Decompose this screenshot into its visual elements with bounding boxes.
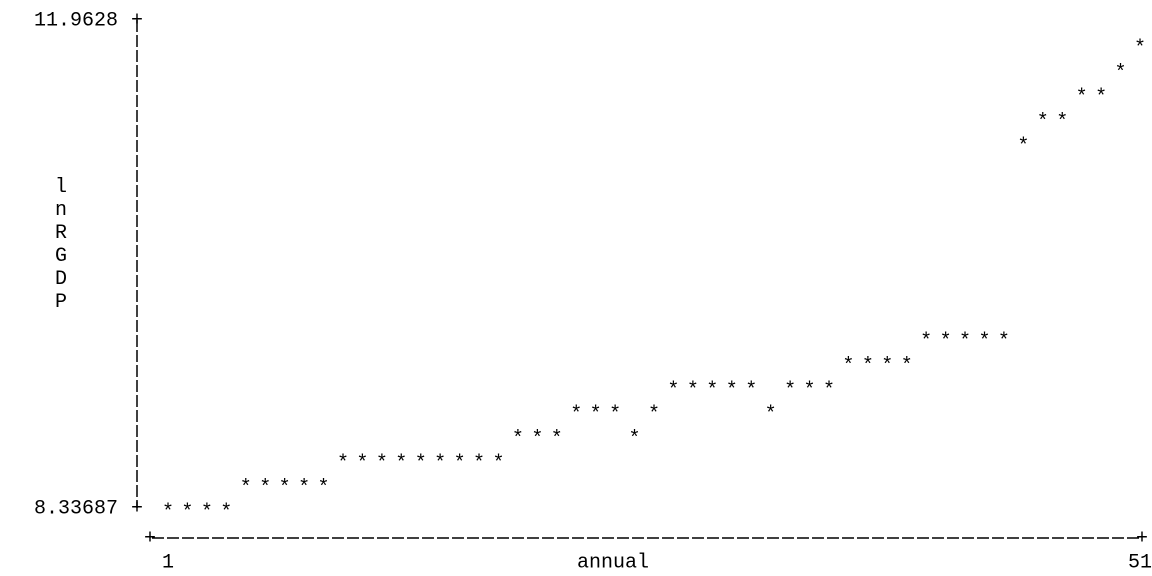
point: * bbox=[609, 404, 621, 427]
point: * bbox=[551, 428, 563, 451]
point: * bbox=[395, 452, 407, 475]
point: * bbox=[1095, 86, 1107, 109]
point: * bbox=[181, 501, 193, 524]
point: * bbox=[298, 477, 310, 500]
point: * bbox=[590, 404, 602, 427]
point: * bbox=[240, 477, 252, 500]
point: * bbox=[1017, 135, 1029, 158]
point: * bbox=[978, 330, 990, 353]
point: * bbox=[531, 428, 543, 451]
point: * bbox=[1115, 62, 1127, 85]
point: * bbox=[201, 501, 213, 524]
point: * bbox=[881, 355, 893, 378]
point: * bbox=[473, 452, 485, 475]
point: * bbox=[356, 452, 368, 475]
point: * bbox=[804, 379, 816, 402]
point: * bbox=[940, 330, 952, 353]
point: * bbox=[842, 355, 854, 378]
point: * bbox=[765, 404, 777, 427]
x-axis-label: annual bbox=[577, 551, 649, 574]
point: * bbox=[434, 452, 446, 475]
point: * bbox=[512, 428, 524, 451]
point: * bbox=[998, 330, 1010, 353]
point: * bbox=[1037, 111, 1049, 134]
point: * bbox=[570, 404, 582, 427]
point: * bbox=[318, 477, 330, 500]
axis-end: + bbox=[1136, 527, 1148, 550]
point: * bbox=[706, 379, 718, 402]
point: * bbox=[1134, 38, 1146, 61]
point: * bbox=[726, 379, 738, 402]
point: * bbox=[667, 379, 679, 402]
y-axis-label: lnRGDP bbox=[50, 176, 73, 314]
point: * bbox=[454, 452, 466, 475]
point: * bbox=[279, 477, 291, 500]
y-tick-mark: + bbox=[131, 497, 143, 520]
point: * bbox=[162, 501, 174, 524]
x-tick-label: 51 bbox=[1128, 551, 1152, 574]
axis-corner: + bbox=[144, 527, 156, 550]
point: * bbox=[1056, 111, 1068, 134]
point: * bbox=[687, 379, 699, 402]
y-tick-mark: + bbox=[131, 9, 143, 32]
point: * bbox=[629, 428, 641, 451]
point: * bbox=[901, 355, 913, 378]
point: * bbox=[648, 404, 660, 427]
point: * bbox=[376, 452, 388, 475]
point: * bbox=[862, 355, 874, 378]
point: * bbox=[1076, 86, 1088, 109]
point: * bbox=[415, 452, 427, 475]
point: * bbox=[492, 452, 504, 475]
point: * bbox=[959, 330, 971, 353]
y-tick-label: 8.33687 bbox=[34, 497, 118, 520]
point: * bbox=[784, 379, 796, 402]
point: * bbox=[920, 330, 932, 353]
point: * bbox=[823, 379, 835, 402]
point: * bbox=[337, 452, 349, 475]
point: * bbox=[745, 379, 757, 402]
x-tick-label: 1 bbox=[162, 551, 174, 574]
y-tick-label: 11.9628 bbox=[34, 9, 118, 32]
point: * bbox=[259, 477, 271, 500]
point: * bbox=[220, 501, 232, 524]
